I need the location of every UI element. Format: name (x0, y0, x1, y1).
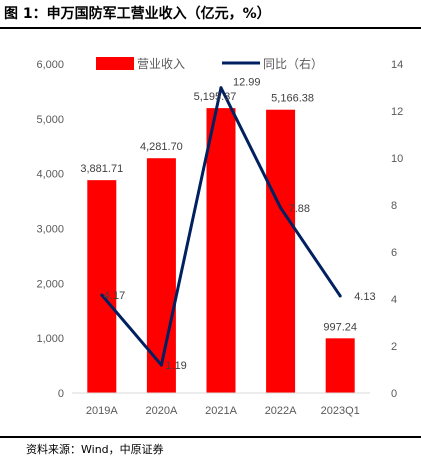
right-tick-label: 14 (391, 59, 403, 71)
left-tick-label: 0 (58, 388, 64, 400)
line-value-label: 12.99 (233, 77, 261, 89)
right-tick-label: 12 (391, 106, 403, 118)
legend-bar-label: 营业收入 (137, 57, 185, 71)
left-tick-label: 2,000 (36, 278, 64, 290)
yoy-growth-point (338, 294, 342, 298)
bottom-rule (0, 436, 421, 438)
x-tick-label: 2022A (265, 405, 297, 417)
right-tick-label: 8 (391, 200, 397, 212)
right-tick-label: 0 (391, 388, 397, 400)
left-axis-ticks: 0 1,000 2,000 3,000 4,000 5,000 6,000 (36, 59, 64, 400)
legend-line-label: 同比（右） (263, 56, 323, 71)
right-tick-label: 10 (391, 153, 403, 165)
bar-data-labels: 3,881.71 4,281.70 5,195.37 5,166.38 997.24 (80, 91, 357, 333)
figure-title: 图 1：申万国防军工营业收入（亿元，%） (4, 6, 271, 22)
left-tick-label: 5,000 (36, 114, 64, 126)
yoy-growth-point (279, 206, 283, 210)
left-tick-label: 1,000 (36, 333, 64, 345)
right-tick-label: 4 (391, 294, 397, 306)
x-tick-label: 2020A (145, 405, 177, 417)
top-rule (0, 27, 421, 29)
revenue-bar (206, 108, 236, 393)
legend-bar-swatch (96, 57, 134, 70)
x-axis-ticks: 2019A 2020A 2021A 2022A 2023Q1 (86, 405, 360, 417)
line-value-label: 4.13 (354, 291, 375, 303)
legend: 营业收入 同比（右） (96, 56, 323, 71)
x-tick-label: 2023Q1 (321, 405, 360, 417)
revenue-bar (266, 109, 296, 393)
bar-value-label: 5,195.37 (194, 91, 237, 103)
bar-value-label: 5,166.38 (271, 93, 314, 105)
line-data-labels: 4.17 1.19 12.99 7.88 4.13 (104, 77, 376, 372)
revenue-bar (325, 338, 355, 393)
bar-value-label: 3,881.71 (80, 163, 123, 175)
revenue-bar (146, 158, 176, 393)
right-tick-label: 2 (391, 341, 397, 353)
source-note: 资料来源：Wind，中原证券 (26, 443, 164, 456)
x-tick-label: 2019A (86, 405, 118, 417)
line-series (100, 86, 342, 367)
yoy-growth-point (159, 363, 163, 367)
bar-value-label: 997.24 (323, 321, 357, 333)
bar-value-label: 4,281.70 (140, 141, 183, 153)
bar-series (87, 108, 355, 393)
yoy-growth-point (219, 86, 223, 90)
left-tick-label: 4,000 (36, 169, 64, 181)
left-tick-label: 6,000 (36, 59, 64, 71)
line-value-label: 1.19 (165, 360, 186, 372)
revenue-chart: 0 1,000 2,000 3,000 4,000 5,000 6,000 0 2 4 6 8 10 1… (36, 56, 403, 417)
revenue-bar (87, 180, 117, 393)
yoy-growth-point (100, 293, 104, 297)
x-tick-label: 2021A (205, 405, 237, 417)
line-value-label: 4.17 (104, 290, 125, 302)
line-value-label: 7.88 (289, 203, 310, 215)
right-tick-label: 6 (391, 247, 397, 259)
right-axis-ticks: 0 2 4 6 8 10 12 14 (391, 59, 403, 400)
left-tick-label: 3,000 (36, 224, 64, 236)
